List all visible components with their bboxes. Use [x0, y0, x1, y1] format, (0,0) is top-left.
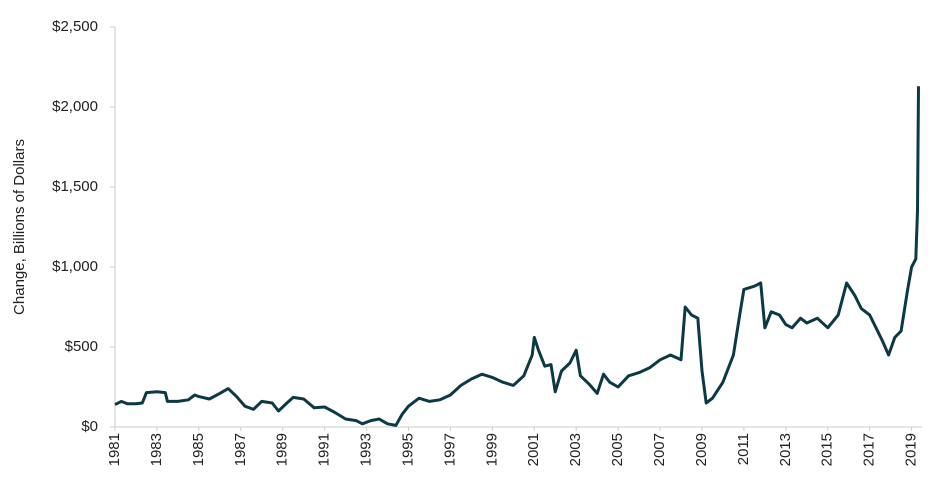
y-tick-label: $1,000 [52, 258, 98, 275]
x-tick-label: 2011 [735, 433, 752, 465]
x-tick-label: 1999 [483, 433, 500, 466]
x-tick-label: 2005 [609, 433, 626, 466]
x-tick-label: 2015 [819, 433, 836, 466]
y-tick-label: $1,500 [52, 178, 98, 195]
y-axis-label: Change, Billions of Dollars [11, 139, 28, 315]
x-tick-label: 1987 [232, 433, 249, 466]
data-line [114, 86, 920, 427]
x-tick-label: 1989 [274, 433, 291, 466]
x-tick-label: 2009 [693, 433, 710, 466]
x-tick-label: 2017 [861, 433, 878, 466]
x-tick-label: 1991 [316, 433, 333, 466]
y-tick-label: $2,500 [52, 18, 98, 35]
x-tick-label: 2001 [525, 433, 542, 466]
x-tick-label: 1983 [148, 433, 165, 466]
x-tick-label: 1993 [358, 433, 375, 466]
x-tick-label: 1997 [441, 433, 458, 466]
x-tick-label: 1985 [190, 433, 207, 466]
x-tick-label: 1981 [106, 433, 123, 466]
x-tick-label: 2007 [651, 433, 668, 466]
x-tick-label: 2019 [903, 433, 920, 466]
x-tick-label: 2003 [567, 433, 584, 466]
x-tick-label: 1995 [399, 433, 416, 466]
y-tick-label: $500 [65, 338, 98, 355]
y-tick-label: $0 [81, 418, 98, 435]
y-tick-label: $2,000 [52, 98, 98, 115]
x-tick-label: 2013 [777, 433, 794, 466]
